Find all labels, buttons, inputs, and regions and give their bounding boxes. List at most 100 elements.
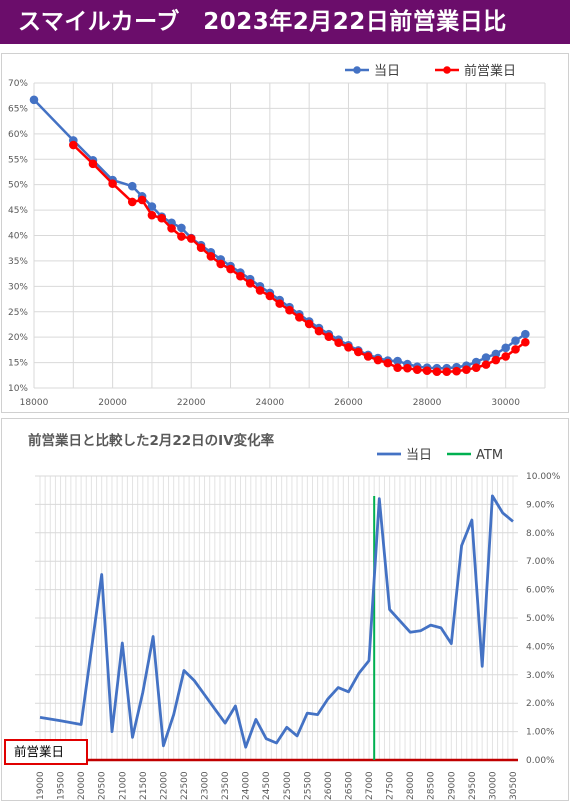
data-point-prev-day: [462, 365, 471, 375]
series-line-prev-day: [72, 144, 527, 373]
y-tick-label: 20%: [8, 333, 28, 343]
data-point-prev-day: [491, 355, 501, 365]
data-point-prev-day: [236, 271, 245, 281]
data-point-today: [481, 353, 491, 362]
x-tick-label: 26500: [344, 771, 354, 800]
x-tick-label: 30000: [491, 398, 520, 408]
y-tick-label: 3.00%: [526, 671, 555, 681]
data-point-prev-day: [255, 286, 265, 295]
y-tick-label: 7.00%: [526, 557, 555, 567]
y-tick-label: 6.00%: [526, 586, 555, 596]
x-tick-label: 24500: [262, 771, 272, 800]
y-tick-label: 70%: [8, 79, 28, 89]
x-tick-label: 21500: [139, 771, 149, 800]
legend-marker: [353, 66, 361, 74]
x-tick-label: 26000: [334, 398, 363, 408]
y-tick-label: 25%: [8, 308, 28, 318]
x-tick-label: 19500: [57, 771, 67, 800]
data-point-today: [511, 336, 520, 346]
x-tick-label: 30500: [509, 771, 519, 800]
y-tick-label: 0.00%: [526, 756, 555, 766]
legend-label: 当日: [374, 64, 400, 79]
x-tick-label: 25500: [303, 771, 313, 800]
data-point-prev-day: [432, 367, 442, 377]
data-point-today: [501, 343, 510, 353]
y-tick-label: 2.00%: [526, 699, 555, 709]
y-tick-label: 60%: [8, 130, 28, 140]
data-point-prev-day: [353, 347, 363, 357]
data-point-prev-day: [196, 243, 206, 252]
y-tick-label: 50%: [8, 181, 28, 191]
data-point-prev-day: [265, 291, 275, 301]
y-tick-label: 40%: [8, 232, 28, 242]
legend-label: 当日: [406, 448, 432, 463]
chart-title: 前営業日と比較した2月22日のIV変化率: [28, 432, 275, 449]
y-tick-label: 30%: [8, 282, 28, 292]
data-point-prev-day: [471, 363, 481, 372]
x-tick-label: 18000: [20, 398, 49, 408]
data-point-prev-day: [324, 332, 334, 341]
data-point-today: [147, 202, 157, 211]
x-tick-label: 21000: [118, 771, 128, 800]
data-point-prev-day: [186, 234, 196, 243]
data-point-today: [29, 95, 39, 105]
x-tick-label: 24000: [256, 398, 285, 408]
data-point-prev-day: [304, 319, 314, 329]
y-tick-label: 35%: [8, 257, 28, 267]
data-point-prev-day: [295, 313, 304, 322]
y-tick-label: 15%: [8, 359, 28, 369]
smile-curve-panel: [1, 53, 569, 413]
data-point-prev-day: [363, 352, 373, 361]
series-line-today: [33, 98, 526, 370]
y-tick-label: 1.00%: [526, 728, 555, 738]
legend-label: ATM: [476, 448, 503, 463]
y-tick-label: 9.00%: [526, 500, 555, 510]
y-tick-label: 5.00%: [526, 614, 555, 624]
y-tick-label: 10%: [8, 384, 28, 394]
data-point-prev-day: [412, 365, 422, 375]
data-point-prev-day: [521, 337, 530, 347]
data-point-prev-day: [442, 367, 452, 377]
legend-marker: [443, 66, 451, 74]
x-tick-label: 29000: [447, 771, 457, 800]
data-point-prev-day: [127, 197, 137, 207]
x-tick-label: 20500: [98, 771, 108, 800]
x-tick-label: 29500: [468, 771, 478, 800]
y-tick-label: 8.00%: [526, 529, 555, 539]
data-point-prev-day: [177, 232, 186, 241]
iv-change-line: [39, 494, 514, 749]
x-tick-label: 26000: [324, 771, 334, 800]
data-point-prev-day: [334, 338, 343, 348]
data-point-prev-day: [383, 358, 393, 368]
data-point-prev-day: [285, 305, 294, 315]
data-point-today: [177, 223, 186, 233]
data-point-today: [127, 181, 137, 191]
data-point-prev-day: [373, 355, 383, 365]
data-point-prev-day: [167, 224, 176, 233]
banner-title: スマイルカーブ 2023年2月22日前営業日比: [0, 0, 570, 44]
data-point-today: [521, 329, 530, 339]
y-tick-label: 45%: [8, 206, 28, 216]
prev-day-baseline-label: 前営業日: [4, 739, 88, 765]
data-point-prev-day: [88, 159, 98, 169]
data-point-prev-day: [206, 252, 216, 261]
data-point-prev-day: [403, 363, 412, 373]
data-point-prev-day: [275, 299, 284, 308]
data-point-prev-day: [69, 140, 78, 150]
data-point-prev-day: [344, 343, 353, 352]
x-tick-label: 23000: [201, 771, 211, 800]
x-tick-label: 20000: [77, 771, 87, 800]
x-tick-label: 28000: [406, 771, 416, 800]
x-tick-label: 19000: [36, 771, 46, 800]
data-point-prev-day: [157, 213, 167, 223]
data-point-prev-day: [511, 345, 520, 354]
data-point-prev-day: [393, 363, 402, 372]
x-tick-label: 20000: [98, 398, 127, 408]
x-tick-label: 22000: [177, 398, 206, 408]
x-tick-label: 22000: [159, 771, 169, 800]
data-point-prev-day: [216, 259, 226, 269]
data-point-prev-day: [245, 278, 255, 288]
x-tick-label: 28500: [427, 771, 437, 800]
data-point-prev-day: [501, 352, 510, 361]
